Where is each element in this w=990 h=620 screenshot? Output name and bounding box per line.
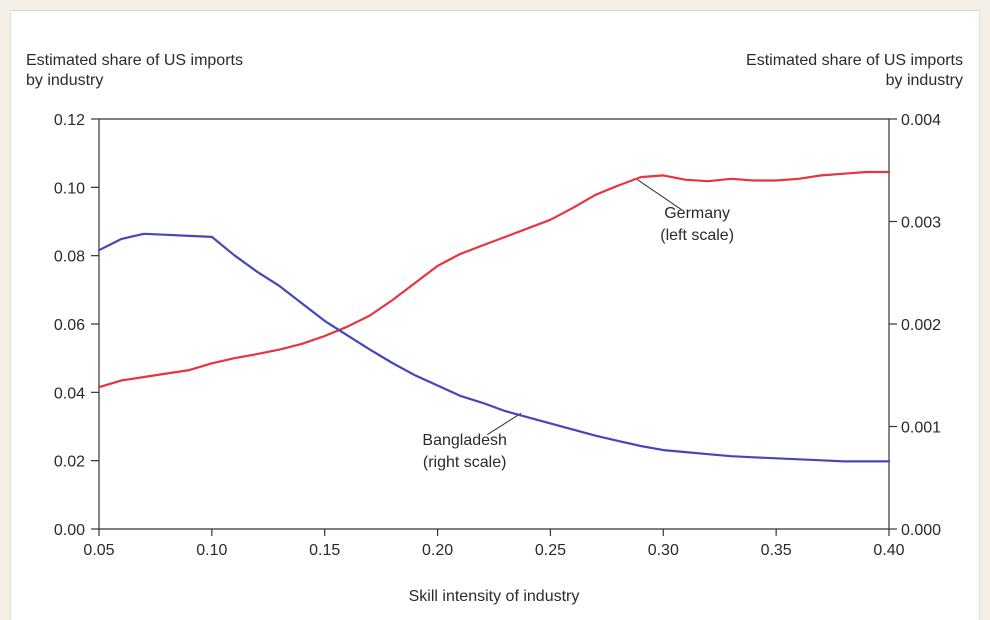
right-axis-title: Estimated share of US imports bbox=[746, 52, 963, 69]
x-tick-label: 0.20 bbox=[422, 542, 453, 559]
left-axis-title: by industry bbox=[26, 72, 103, 89]
left-tick-label: 0.12 bbox=[54, 112, 85, 129]
left-tick-label: 0.08 bbox=[54, 249, 85, 266]
left-axis-title: Estimated share of US imports bbox=[26, 52, 243, 69]
line-chart: 0.00 0.02 0.04 0.06 0.08 0.10 0.12 0.000 0.001 0.… bbox=[26, 52, 963, 605]
germany-annotation-scale: (left scale) bbox=[660, 227, 734, 244]
chart-text: 0.00 0.02 0.04 0.06 0.08 0.10 0.12 0.000 0.001 0.… bbox=[26, 52, 963, 605]
germany-leader-line bbox=[635, 178, 682, 210]
axes bbox=[91, 118, 897, 536]
bangladesh-leader-line bbox=[486, 412, 522, 436]
right-tick-label: 0.000 bbox=[901, 522, 941, 539]
bangladesh-annotation-scale: (right scale) bbox=[423, 454, 507, 471]
right-tick-label: 0.001 bbox=[901, 420, 941, 437]
series-lines bbox=[97, 170, 891, 463]
x-tick-label: 0.15 bbox=[309, 542, 340, 559]
right-tick-label: 0.002 bbox=[901, 317, 941, 334]
left-tick-label: 0.02 bbox=[54, 454, 85, 471]
x-tick-label: 0.25 bbox=[535, 542, 566, 559]
bangladesh-annotation: Bangladesh bbox=[422, 432, 507, 449]
x-tick-label: 0.05 bbox=[83, 542, 114, 559]
germany-annotation: Germany bbox=[664, 205, 730, 222]
series-line-bangladesh bbox=[97, 232, 891, 463]
left-tick-label: 0.06 bbox=[54, 317, 85, 334]
series-line-germany bbox=[97, 170, 891, 389]
x-axis-label: Skill intensity of industry bbox=[409, 588, 580, 605]
x-tick-label: 0.40 bbox=[873, 542, 904, 559]
x-tick-label: 0.30 bbox=[648, 542, 679, 559]
right-tick-label: 0.003 bbox=[901, 215, 941, 232]
right-tick-label: 0.004 bbox=[901, 112, 941, 129]
chart-frame: 0.00 0.02 0.04 0.06 0.08 0.10 0.12 0.000 0.001 0.… bbox=[10, 10, 980, 620]
x-tick-label: 0.35 bbox=[761, 542, 792, 559]
right-axis-title: by industry bbox=[886, 72, 963, 89]
left-tick-label: 0.00 bbox=[54, 522, 85, 539]
left-tick-label: 0.10 bbox=[54, 180, 85, 197]
x-tick-label: 0.10 bbox=[196, 542, 227, 559]
left-tick-label: 0.04 bbox=[54, 385, 85, 402]
